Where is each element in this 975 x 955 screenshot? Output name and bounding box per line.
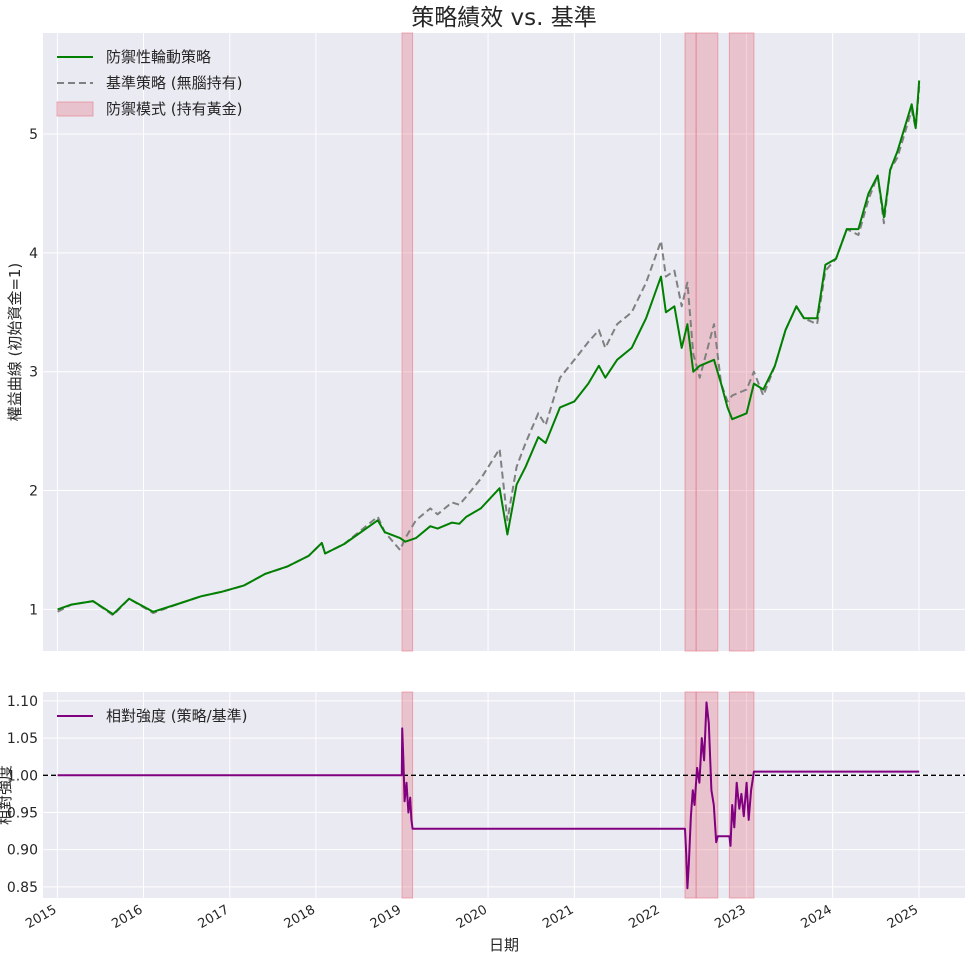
legend-label-benchmark: 基準策略 (無腦持有)	[106, 74, 242, 92]
rs-y-tick-label: 1.10	[7, 694, 38, 710]
equity-y-axis-label: 權益曲線 (初始資金=1)	[6, 263, 24, 422]
x-ticks: 2015 2016 2017 2018 2019 2020 2021 2022 2023 2024…	[23, 902, 921, 932]
equity-defense-region	[401, 32, 414, 652]
equity-y-tick-label: 1	[29, 602, 38, 618]
rs-y-tick-label: 0.95	[7, 805, 38, 821]
rs-legend: 相對強度 (策略/基準)	[57, 707, 248, 725]
x-tick-label: 2023	[712, 902, 748, 932]
equity-y-tick-label: 2	[29, 484, 38, 500]
rs-y-tick-label: 0.90	[7, 843, 38, 859]
rs-y-axis-label: 相對強度	[0, 765, 14, 825]
x-tick-label: 2019	[368, 902, 404, 932]
x-tick-label: 2017	[196, 902, 232, 932]
rs-defense-region	[695, 691, 719, 899]
equity-series	[57, 80, 921, 617]
equity-defense-region	[695, 32, 719, 652]
strategy-line	[57, 80, 921, 616]
legend-swatch-defense	[56, 101, 94, 117]
equity-y-tick-label: 4	[29, 246, 38, 262]
rs-series	[43, 701, 965, 890]
rs-y-ticks: 0.85 0.90 0.95 1.00 1.05 1.10	[7, 694, 38, 896]
x-tick-label: 2018	[282, 902, 318, 932]
legend-label-rs: 相對強度 (策略/基準)	[106, 707, 248, 725]
rs-y-tick-label: 1.00	[7, 768, 38, 784]
relative-strength-line	[57, 701, 920, 890]
equity-panel: 1 2 3 4 5 權益曲線 (初始資金=1) 防禦性輪動策略 基準策略 (無腦持有) …	[6, 32, 965, 652]
x-tick-label: 2024	[799, 902, 835, 932]
legend-label-strategy: 防禦性輪動策略	[106, 48, 211, 66]
x-axis-label: 日期	[489, 936, 519, 954]
x-tick-label: 2016	[109, 902, 145, 932]
equity-defense-region	[728, 32, 755, 652]
equity-plot-area	[43, 33, 965, 651]
x-tick-label: 2015	[23, 902, 59, 932]
x-tick-label: 2025	[885, 902, 921, 932]
rs-plot-area	[43, 692, 965, 898]
chart-title: 策略績效 vs. 基準	[411, 5, 597, 31]
rs-y-tick-label: 0.85	[7, 880, 38, 896]
x-tick-label: 2020	[454, 902, 490, 932]
x-tick-label: 2022	[626, 902, 662, 932]
relative-strength-panel: 0.850.900.951.001.051.10 2015 2016 2017 201…	[0, 691, 965, 954]
rs-y-tick-label: 1.05	[7, 731, 38, 747]
x-tick-label: 2021	[540, 902, 576, 932]
equity-legend: 防禦性輪動策略 基準策略 (無腦持有) 防禦模式 (持有黃金)	[56, 48, 242, 118]
legend-label-defense: 防禦模式 (持有黃金)	[106, 100, 242, 118]
equity-y-tick-label: 5	[29, 127, 38, 143]
equity-y-tick-label: 3	[29, 365, 38, 381]
equity-y-ticks: 1 2 3 4 5	[29, 127, 38, 618]
